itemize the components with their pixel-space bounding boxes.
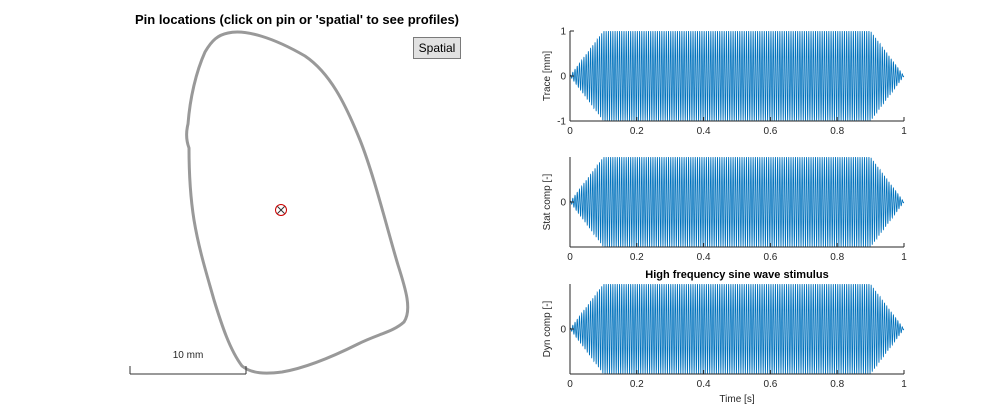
x-tick-label: 0.8 <box>830 379 844 390</box>
pin-circle[interactable] <box>275 204 287 216</box>
x-tick-label: 0 <box>567 379 573 390</box>
y-axis-label: Stat comp [-] <box>542 173 553 230</box>
spatial-button[interactable]: Spatial <box>413 37 461 59</box>
x-tick-label: 0.2 <box>630 252 644 263</box>
x-tick-label: 1 <box>901 379 907 390</box>
x-tick-label: 1 <box>901 126 907 137</box>
y-tick-label: 0 <box>560 72 566 83</box>
y-axis-label: Dyn comp [-] <box>542 300 553 357</box>
series-line <box>569 156 905 248</box>
chart-title: High frequency sine wave stimulus <box>645 269 828 281</box>
pin-cross-b <box>277 206 285 214</box>
scale-bar: 10 mm <box>129 350 247 375</box>
foot-outline <box>185 30 410 375</box>
x-tick-label: 0.2 <box>630 126 644 137</box>
x-axis-label: Time [s] <box>719 394 754 405</box>
chart-2: 0 0.2 0.4 0.6 0.8 1 0 Stat comp [-] <box>542 156 907 263</box>
x-tick-label: 0.4 <box>697 379 711 390</box>
pin-locations-title: Pin locations (click on pin or 'spatial'… <box>135 12 459 27</box>
pin-marker[interactable] <box>275 204 287 216</box>
x-tick-label: 0.8 <box>830 126 844 137</box>
x-tick-label: 0.4 <box>697 252 711 263</box>
y-tick-label: -1 <box>557 117 566 128</box>
y-tick-label: 1 <box>560 27 566 38</box>
x-tick-label: 1 <box>901 252 907 263</box>
x-tick-label: 0 <box>567 126 573 137</box>
chart-3: 0 0.2 0.4 0.6 0.8 1 0 Dyn comp [-] Time [s] High … <box>542 269 907 405</box>
y-tick-label: 0 <box>560 198 566 209</box>
y-tick-label: 0 <box>560 325 566 336</box>
x-tick-label: 0.6 <box>763 379 777 390</box>
series-line <box>569 283 905 375</box>
x-tick-label: 0.6 <box>763 252 777 263</box>
x-tick-label: 0.2 <box>630 379 644 390</box>
scale-bar-label: 10 mm <box>173 350 204 361</box>
x-tick-label: 0.6 <box>763 126 777 137</box>
x-tick-label: 0.8 <box>830 252 844 263</box>
y-axis-label: Trace [mm] <box>542 51 553 101</box>
series-line <box>569 30 905 122</box>
x-tick-label: 0 <box>567 252 573 263</box>
x-tick-label: 0.4 <box>697 126 711 137</box>
